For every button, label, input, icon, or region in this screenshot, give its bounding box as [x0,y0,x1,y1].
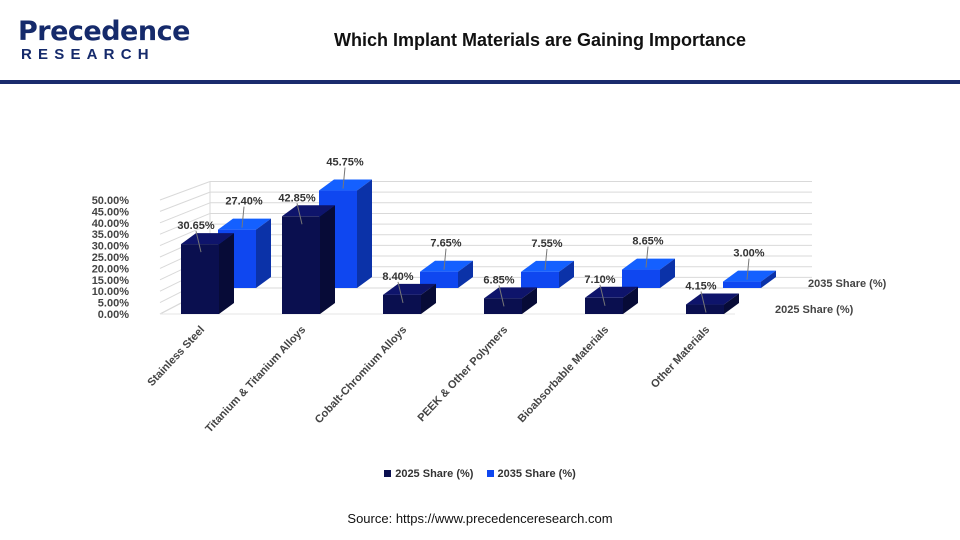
data-label: 42.85% [278,192,316,204]
logo-top-text: Precedence [18,16,190,47]
data-label: 7.65% [430,238,461,250]
data-label-leader [544,248,548,270]
y-tick-label: 0.00% [98,309,129,321]
y-tick-label: 25.00% [92,252,130,264]
bar-2035-side [458,260,473,288]
chart-area: 0.00%5.00%10.00%15.00%20.00%25.00%30.00%… [92,157,887,436]
y-tick-label: 5.00% [98,298,129,310]
source-text: Source: https://www.precedenceresearch.c… [347,511,613,526]
x-tick-label: Stainless Steel [145,324,207,389]
bar-2035 [723,281,761,288]
bar-2025-top [686,293,739,305]
legend-label-2025: 2025 Share (%) [395,468,474,480]
x-tick-label: Titanium & Titanium Alloys [203,324,308,435]
gridline-side [159,212,211,235]
bar-2025-side [724,293,739,314]
bar-2035-top [723,270,776,282]
data-label: 30.65% [177,220,215,232]
data-label: 4.15% [685,281,716,293]
data-label: 45.75% [326,157,364,169]
x-tick-label: Bioabsorbable Materials [516,324,611,425]
bar-2035 [622,269,660,288]
bar-2025-side [219,233,234,314]
gridline-side [159,191,211,212]
bar-2025 [585,297,623,314]
data-label: 3.00% [733,248,764,260]
y-tick-label: 35.00% [92,229,130,241]
data-label-leader [241,206,245,228]
bar-2035-side [357,179,372,288]
y-tick-label: 40.00% [92,218,130,230]
bar-2025-top [484,287,537,299]
data-label: 7.10% [584,274,615,286]
bar-2035-top [622,258,675,270]
bar-2025 [484,298,522,314]
data-label-leader [700,291,707,313]
x-tick-label: PEEK & Other Polymers [416,324,511,424]
legend-label-2035: 2035 Share (%) [497,468,576,480]
y-tick-label: 45.00% [92,206,130,218]
logo-bottom-text: RESEARCH [21,46,155,63]
data-label-leader [443,248,447,270]
data-label-leader [342,167,346,189]
data-label: 27.40% [225,196,263,208]
bar-2035-side [559,260,574,288]
legend-swatch-2035 [486,470,494,477]
header-divider [0,80,960,84]
bar-2035-top [319,179,372,191]
bar-2025-side [522,287,537,314]
legend-item-2025: 2025 Share (%) [384,468,473,480]
data-label: 8.65% [632,236,663,248]
bar-2035 [521,271,559,288]
gridline-side [159,223,211,247]
bar-2035-top [218,218,271,230]
data-label: 6.85% [483,274,514,286]
legend: 2025 Share (%) 2035 Share (%) [0,468,960,480]
data-label-leader [195,231,202,253]
data-label: 7.55% [531,238,562,250]
y-tick-label: 30.00% [92,241,130,253]
data-label: 8.40% [382,271,413,283]
y-tick-label: 10.00% [92,286,130,298]
x-tick-label: Other Materials [649,324,712,391]
data-label-leader [397,281,404,303]
header: Precedence RESEARCH Which Implant Materi… [0,0,960,80]
bar-2025 [383,294,421,314]
bar-2025-top [383,283,436,295]
bar-2025 [282,216,320,314]
bar-2025-side [320,205,335,314]
data-label-leader [498,285,505,307]
bar-2025-top [282,205,335,217]
chart-title: Which Implant Materials are Gaining Impo… [333,30,747,50]
bar-2035-top [521,260,574,272]
bar-2025-top [181,233,234,245]
bar-2025 [181,244,219,314]
legend-swatch-2025 [384,470,392,477]
bar-2025-side [623,286,638,314]
gridline-side [159,181,211,201]
data-label-leader [746,258,750,280]
x-tick-label: Cobalt-Chromium Alloys [313,324,409,426]
legend-item-2035: 2035 Share (%) [486,468,576,480]
logo: Precedence RESEARCH [18,16,190,66]
gridline-side [159,202,211,224]
bar-2035-side [660,258,675,288]
bar-2035-side [761,270,776,288]
bar-2035-top [420,260,473,272]
data-label-leader [296,203,303,225]
y-tick-label: 20.00% [92,263,130,275]
data-label-leader [599,284,606,306]
series-label-2025: 2025 Share (%) [775,304,854,316]
bar-2025-top [585,286,638,298]
y-tick-label: 15.00% [92,275,130,287]
series-label-2035: 2035 Share (%) [808,278,887,290]
data-label-leader [645,246,649,268]
y-tick-label: 50.00% [92,195,130,207]
bar-2025-side [421,283,436,314]
bar-2035-side [256,218,271,288]
